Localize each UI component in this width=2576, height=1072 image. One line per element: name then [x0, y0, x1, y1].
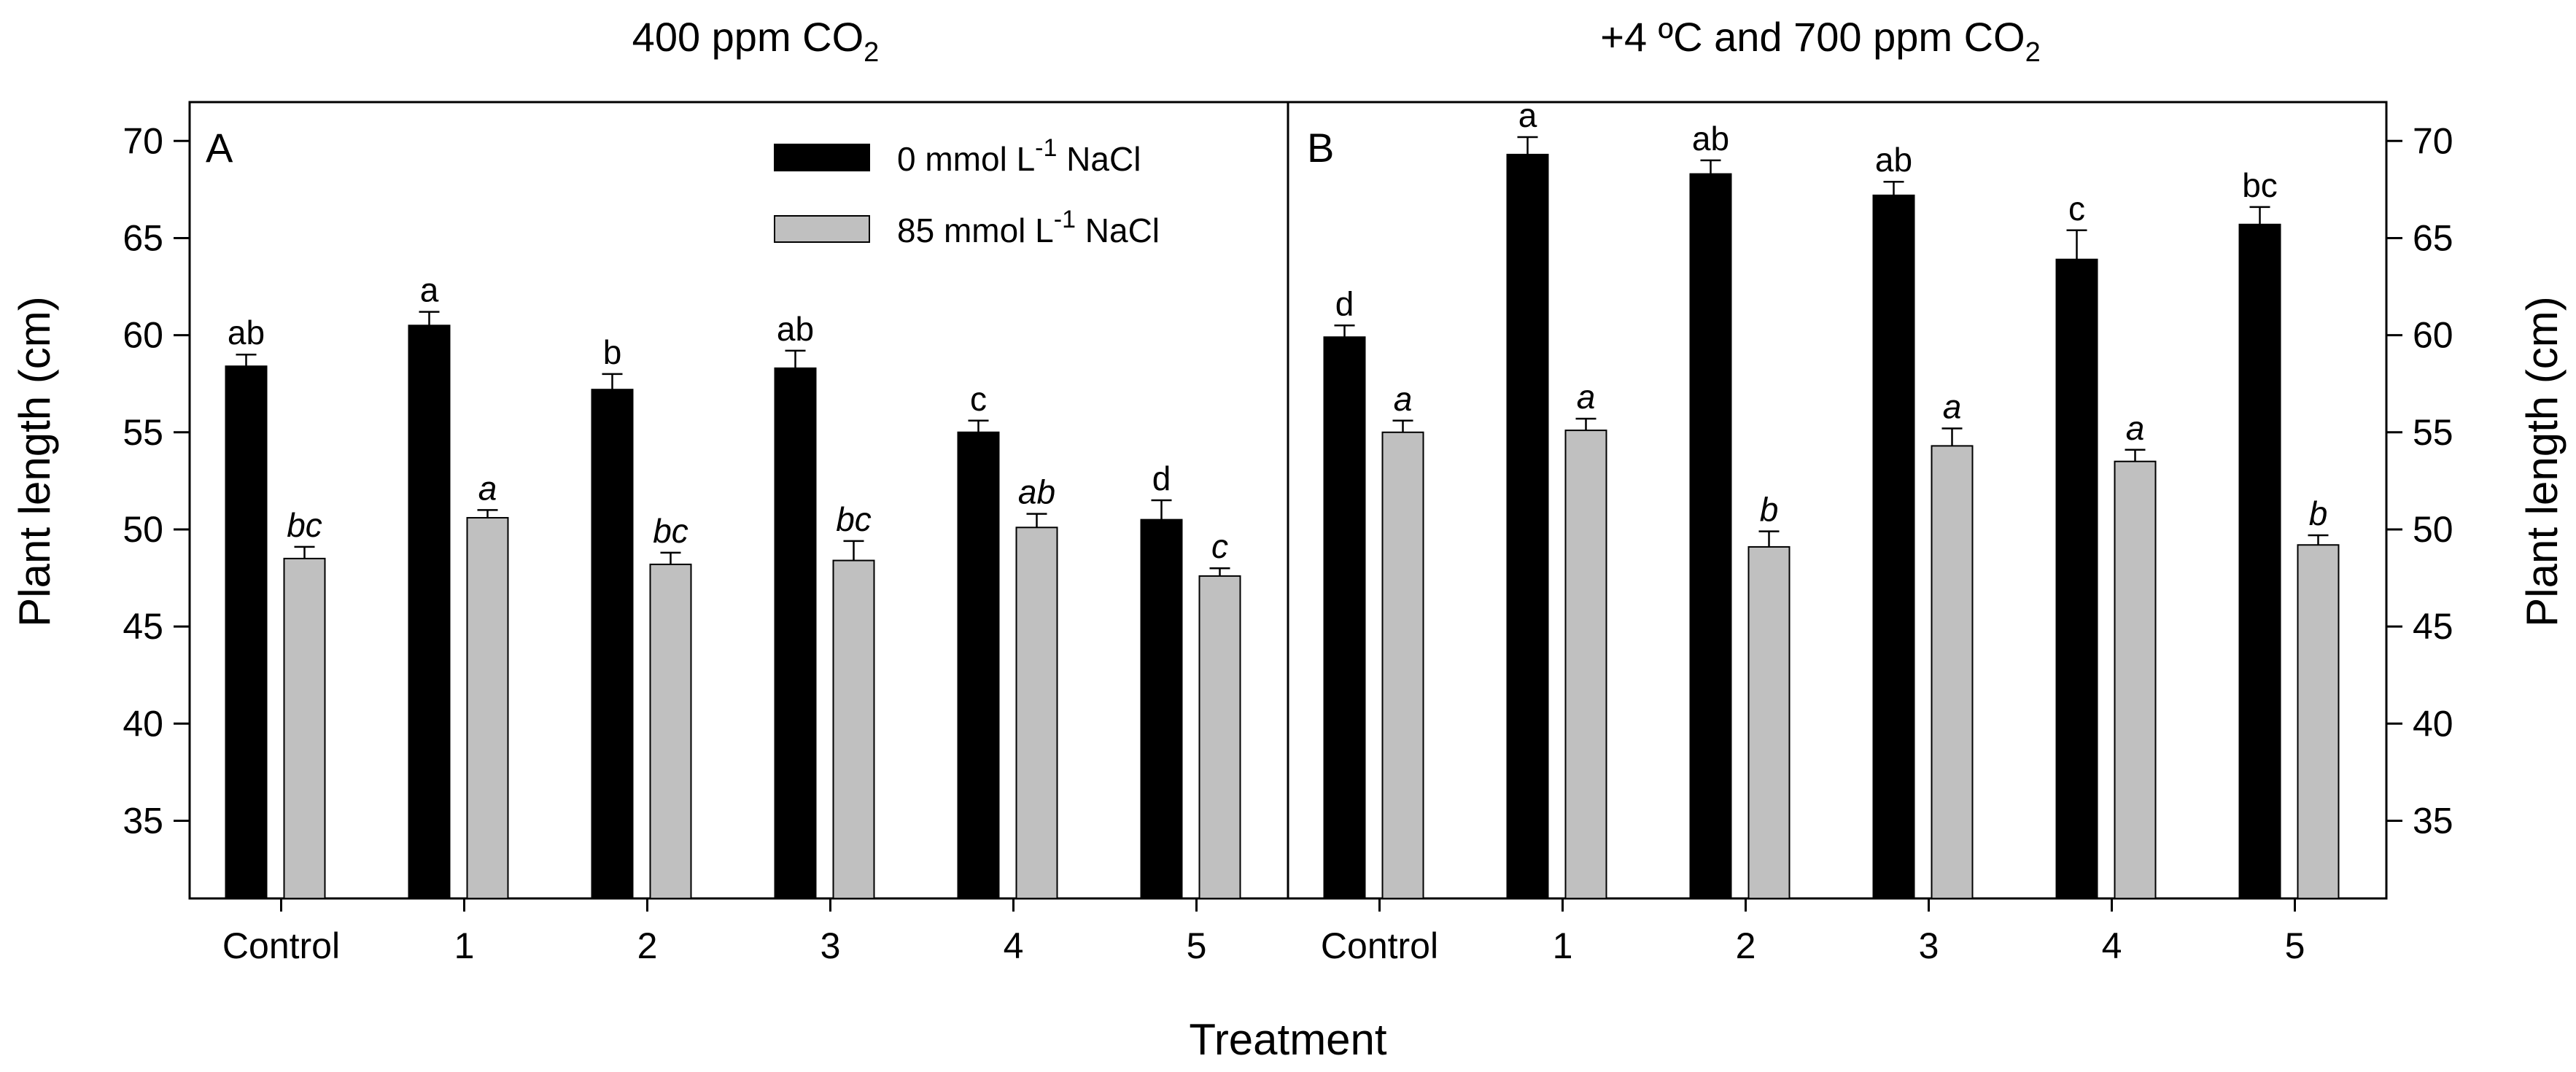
significance-label: bc: [2242, 166, 2278, 204]
bar-b-s1: [2297, 544, 2340, 899]
bar-a-s0: [408, 325, 451, 900]
panel-b-title: +4 ºC and 700 ppm CO2: [1600, 14, 2040, 68]
x-axis-title: Treatment: [1189, 1015, 1387, 1064]
significance-label: c: [1211, 527, 1228, 565]
panel-b-letter: B: [1307, 125, 1334, 171]
significance-label: a: [1577, 378, 1596, 416]
y-tick-label: 55: [2413, 412, 2453, 453]
bar-a-s1: [832, 559, 875, 899]
legend-label-1: 85 mmol L-1 NaCl: [897, 206, 1160, 249]
y-axis-title-right: Plant length (cm): [2518, 296, 2567, 627]
bar-a-s0: [957, 431, 1000, 899]
y-tick-label: 60: [2413, 315, 2453, 356]
x-tick-label: 1: [1553, 925, 1573, 966]
significance-label: a: [2126, 409, 2145, 447]
significance-label: ab: [777, 310, 814, 348]
significance-label: ab: [1018, 473, 1055, 511]
x-tick-label: 4: [2102, 925, 2122, 966]
y-axis-title-left: Plant length (cm): [10, 296, 59, 627]
x-tick-label: 1: [454, 925, 475, 966]
bar-a-s0: [225, 365, 268, 900]
bar-a-s1: [649, 563, 692, 900]
significance-label: b: [2309, 494, 2328, 532]
significance-label: c: [2068, 190, 2085, 228]
bar-b-s0: [1506, 153, 1549, 900]
bar-b-s0: [1323, 336, 1366, 899]
x-tick-label: 2: [1736, 925, 1756, 966]
significance-label: bc: [287, 506, 322, 544]
y-tick-label: 65: [2413, 217, 2453, 258]
bar-b-s0: [1689, 173, 1732, 900]
x-tick-label: 3: [820, 925, 841, 966]
x-tick-label: 2: [637, 925, 658, 966]
legend-swatch-0: [774, 144, 870, 171]
significance-label: bc: [836, 500, 872, 538]
bar-b-s1: [1931, 445, 1974, 899]
panel-a-letter: A: [206, 125, 233, 171]
significance-label: a: [1394, 380, 1413, 418]
y-tick-label: 45: [2413, 606, 2453, 647]
significance-label: a: [478, 469, 497, 507]
bar-b-s0: [2238, 223, 2281, 900]
bar-b-s1: [1747, 545, 1791, 899]
significance-label: b: [603, 333, 622, 371]
legend-label-0: 0 mmol L-1 NaCl: [897, 134, 1141, 178]
bar-a-s1: [466, 516, 509, 899]
y-tick-label: 70: [123, 120, 163, 161]
y-tick-label: 40: [123, 703, 163, 744]
bar-a-s0: [591, 389, 634, 899]
y-tick-label: 70: [2413, 120, 2453, 161]
significance-label: d: [1152, 459, 1171, 497]
legend: 0 mmol L-1 NaCl 85 mmol L-1 NaCl: [774, 134, 1160, 249]
y-tick-label: 35: [123, 800, 163, 841]
x-tick-label: Control: [1321, 925, 1438, 966]
x-tick-label: 3: [1919, 925, 1939, 966]
y-tick-label: 60: [123, 315, 163, 356]
significance-label: b: [1760, 491, 1779, 529]
significance-label: ab: [228, 314, 265, 351]
plot-layer: 3540455055606570Controlabbc1aa2bbc3abbc4…: [123, 96, 2453, 966]
significance-label: c: [970, 380, 987, 418]
y-tick-label: 50: [123, 509, 163, 550]
significance-label: a: [1518, 96, 1537, 134]
legend-swatch-1: [774, 215, 870, 243]
bar-b-s0: [2055, 258, 2098, 899]
significance-label: ab: [1875, 141, 1912, 179]
bar-a-s1: [1015, 527, 1058, 899]
significance-label: d: [1335, 284, 1354, 322]
bar-a-s1: [283, 557, 326, 900]
y-tick-label: 55: [123, 412, 163, 453]
bar-b-s1: [1564, 430, 1607, 899]
bar-b-s1: [2114, 460, 2157, 899]
significance-label: ab: [1692, 120, 1729, 158]
x-tick-label: 4: [1004, 925, 1024, 966]
bar-a-s1: [1198, 575, 1241, 899]
bar-b-s0: [1872, 194, 1915, 900]
y-tick-label: 40: [2413, 703, 2453, 744]
x-tick-label: 5: [1187, 925, 1207, 966]
y-tick-label: 50: [2413, 509, 2453, 550]
bar-b-s1: [1381, 431, 1424, 899]
y-tick-label: 65: [123, 217, 163, 258]
y-tick-label: 45: [123, 606, 163, 647]
panel-a-title: 400 ppm CO2: [632, 14, 880, 68]
significance-label: bc: [653, 512, 688, 550]
x-tick-label: Control: [222, 925, 340, 966]
x-tick-label: 5: [2285, 925, 2305, 966]
y-tick-label: 35: [2413, 800, 2453, 841]
significance-label: a: [1943, 387, 1962, 425]
bar-a-s0: [774, 367, 817, 899]
panel-b-frame: [1287, 101, 2388, 900]
bar-a-s0: [1140, 518, 1183, 899]
significance-label: a: [420, 271, 439, 309]
